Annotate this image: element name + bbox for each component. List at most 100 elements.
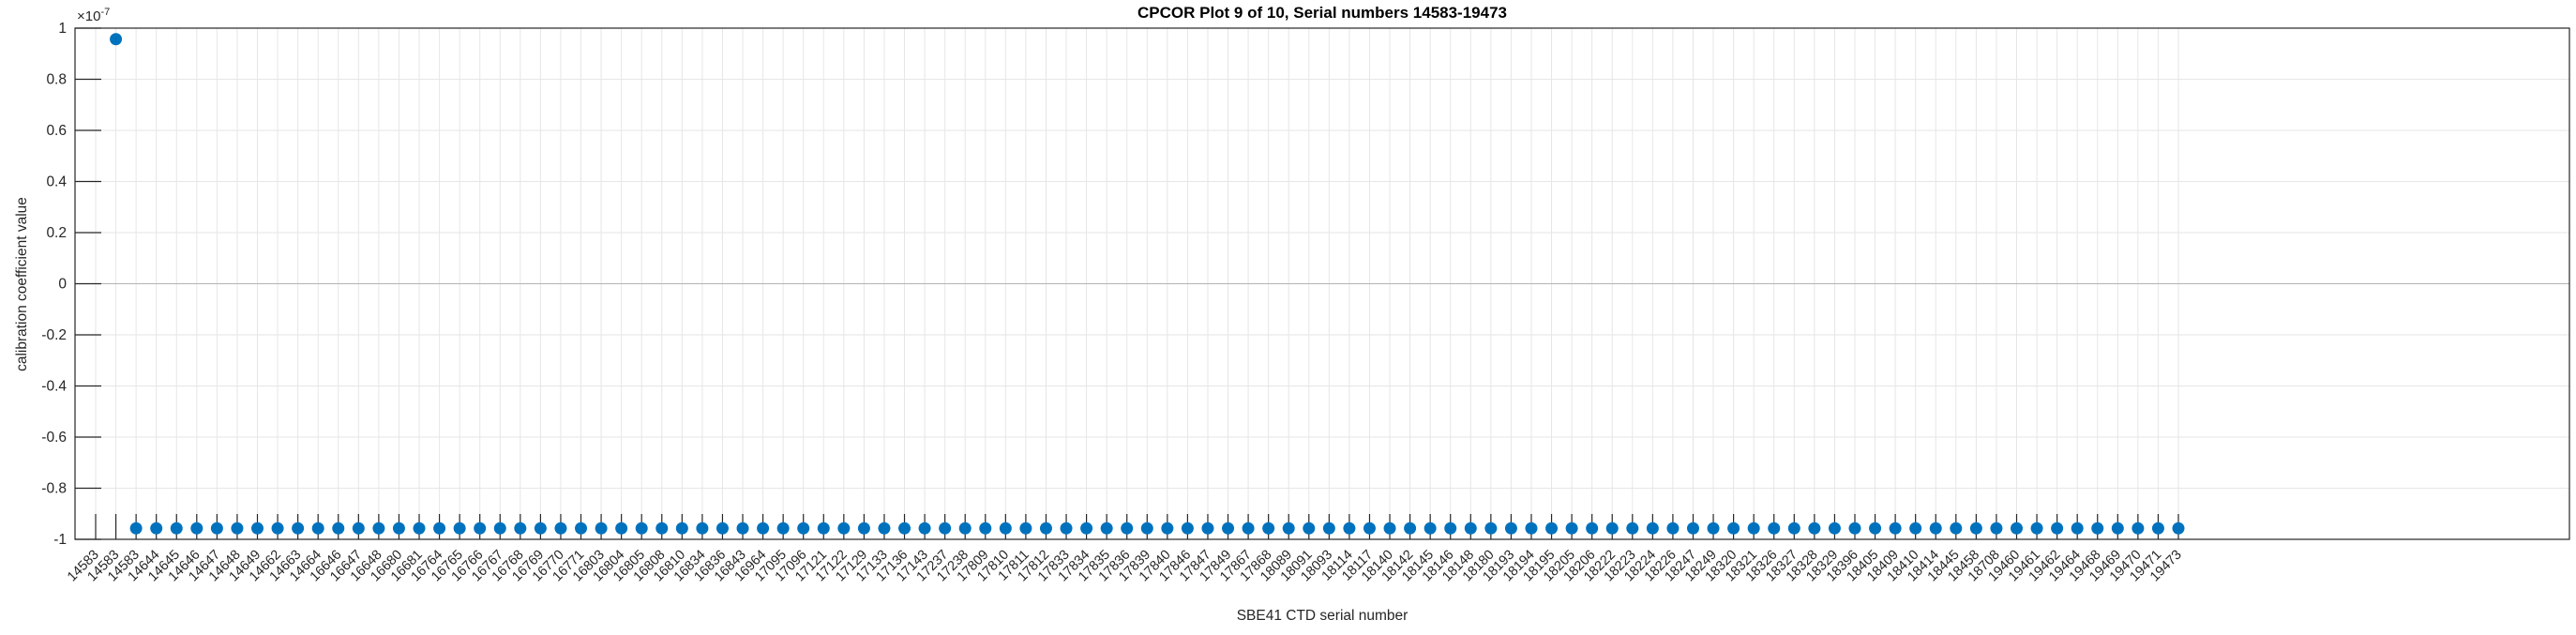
data-point xyxy=(474,522,487,535)
data-point xyxy=(595,522,608,535)
y-tick-label: -0.8 xyxy=(41,481,67,497)
data-point xyxy=(635,522,648,535)
data-point xyxy=(675,522,688,535)
data-point xyxy=(1484,522,1498,535)
y-tick-label: 0.8 xyxy=(46,72,67,88)
data-point xyxy=(1121,522,1134,535)
data-point xyxy=(1060,522,1073,535)
data-point xyxy=(1646,522,1659,535)
data-point xyxy=(1100,522,1113,535)
data-point xyxy=(979,522,992,535)
data-point xyxy=(1808,522,1821,535)
data-point xyxy=(575,522,588,535)
data-point xyxy=(453,522,466,535)
data-point xyxy=(554,522,567,535)
y-tick-label: -1 xyxy=(53,532,67,548)
data-point xyxy=(958,522,972,535)
data-point xyxy=(817,522,830,535)
data-point xyxy=(1828,522,1841,535)
data-point xyxy=(1666,522,1680,535)
data-point xyxy=(332,522,345,535)
data-point xyxy=(1929,522,1942,535)
data-point xyxy=(514,522,527,535)
data-point xyxy=(352,522,365,535)
data-point xyxy=(1605,522,1619,535)
data-point xyxy=(1039,522,1052,535)
data-point xyxy=(999,522,1012,535)
data-point xyxy=(1747,522,1760,535)
data-point xyxy=(1444,522,1457,535)
data-point xyxy=(2051,522,2064,535)
data-point xyxy=(392,522,405,535)
data-point xyxy=(1363,522,1376,535)
y-tick-label: 0.4 xyxy=(46,174,67,190)
data-point xyxy=(2030,522,2043,535)
y-tick-label: -0.6 xyxy=(41,430,67,446)
data-point xyxy=(1161,522,1174,535)
data-point xyxy=(918,522,931,535)
data-point xyxy=(716,522,729,535)
data-point xyxy=(251,522,264,535)
data-point xyxy=(776,522,790,535)
data-point xyxy=(170,522,183,535)
data-point xyxy=(1282,522,1295,535)
y-tick-label: 0.6 xyxy=(46,123,67,139)
data-point xyxy=(1424,522,1437,535)
data-point xyxy=(1969,522,1982,535)
data-point xyxy=(372,522,385,535)
data-point xyxy=(837,522,851,535)
data-point xyxy=(2091,522,2104,535)
data-point xyxy=(1322,522,1335,535)
y-tick-label: 0 xyxy=(58,277,67,293)
y-axis-exponent-label: ×10-7 xyxy=(77,7,111,24)
data-point xyxy=(797,522,810,535)
data-point xyxy=(1201,522,1214,535)
data-point xyxy=(615,522,628,535)
data-point xyxy=(1787,522,1800,535)
data-point xyxy=(1626,522,1639,535)
data-point xyxy=(878,522,891,535)
data-point xyxy=(534,522,547,535)
y-tick-label: -0.4 xyxy=(41,379,67,395)
data-point xyxy=(1222,522,1235,535)
data-point xyxy=(1707,522,1720,535)
data-point xyxy=(1242,522,1255,535)
data-point xyxy=(413,522,426,535)
data-point xyxy=(1140,522,1153,535)
chart-title: CPCOR Plot 9 of 10, Serial numbers 14583… xyxy=(1137,4,1507,22)
data-point xyxy=(1464,522,1477,535)
data-point xyxy=(190,522,203,535)
data-point xyxy=(1303,522,1316,535)
data-point xyxy=(939,522,952,535)
data-point xyxy=(1909,522,1922,535)
data-point xyxy=(2111,522,2124,535)
data-point xyxy=(1686,522,1699,535)
data-point xyxy=(757,522,770,535)
data-point xyxy=(1586,522,1599,535)
data-point xyxy=(898,522,911,535)
data-point xyxy=(2132,522,2145,535)
data-point xyxy=(110,33,123,46)
data-point xyxy=(210,522,223,535)
data-point xyxy=(1404,522,1417,535)
data-point xyxy=(1019,522,1032,535)
y-tick-label: 0.2 xyxy=(46,225,67,241)
y-tick-label: -0.2 xyxy=(41,327,67,343)
data-point xyxy=(292,522,305,535)
data-point xyxy=(1565,522,1578,535)
data-point xyxy=(857,522,870,535)
data-point xyxy=(1545,522,1559,535)
data-point xyxy=(493,522,506,535)
data-point xyxy=(1181,522,1194,535)
data-point xyxy=(736,522,749,535)
data-point xyxy=(1525,522,1538,535)
axes-frame xyxy=(74,27,2570,540)
data-point xyxy=(271,522,284,535)
data-point xyxy=(1343,522,1356,535)
data-point xyxy=(433,522,446,535)
data-point xyxy=(1080,522,1093,535)
data-point xyxy=(129,522,143,535)
y-tick-label: 1 xyxy=(58,21,67,37)
data-point xyxy=(1990,522,2003,535)
data-point xyxy=(1889,522,1902,535)
